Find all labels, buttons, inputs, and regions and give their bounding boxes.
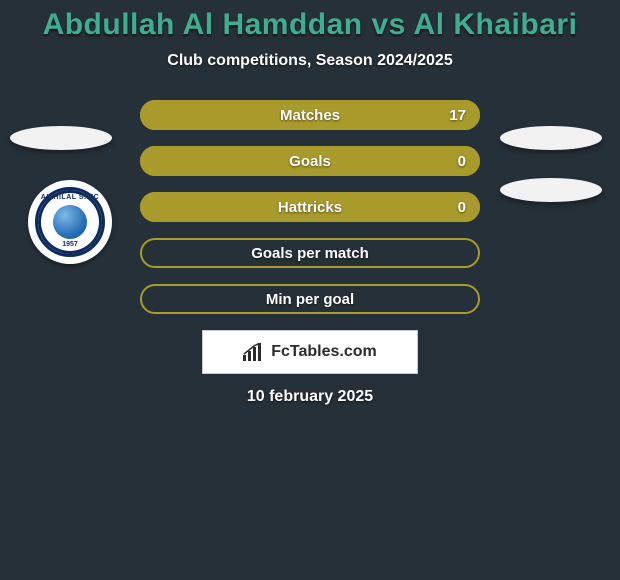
stat-label: Hattricks xyxy=(278,199,342,216)
stat-label: Goals per match xyxy=(251,245,369,262)
stat-row: Hattricks 0 xyxy=(140,192,480,222)
stat-row: Goals 0 xyxy=(140,146,480,176)
stat-value-right: 17 xyxy=(449,107,466,124)
date-text: 10 february 2025 xyxy=(247,388,373,406)
page-title: Abdullah Al Hamddan vs Al Khaibari xyxy=(43,8,578,42)
brand-text: FcTables.com xyxy=(271,343,377,361)
stat-label: Min per goal xyxy=(266,291,354,308)
stat-value-right: 0 xyxy=(458,153,466,170)
brand-box: FcTables.com xyxy=(202,330,418,374)
stat-row: Goals per match xyxy=(140,238,480,268)
stat-row: Min per goal xyxy=(140,284,480,314)
stat-value-right: 0 xyxy=(458,199,466,216)
content-container: Abdullah Al Hamddan vs Al Khaibari Club … xyxy=(0,0,620,580)
stat-row: Matches 17 xyxy=(140,100,480,130)
stat-label: Matches xyxy=(280,107,340,124)
subtitle: Club competitions, Season 2024/2025 xyxy=(167,52,452,70)
bars-icon xyxy=(243,343,265,361)
stat-label: Goals xyxy=(289,153,331,170)
stats-container: Matches 17 Goals 0 Hattricks 0 Goals per match… xyxy=(140,100,480,314)
